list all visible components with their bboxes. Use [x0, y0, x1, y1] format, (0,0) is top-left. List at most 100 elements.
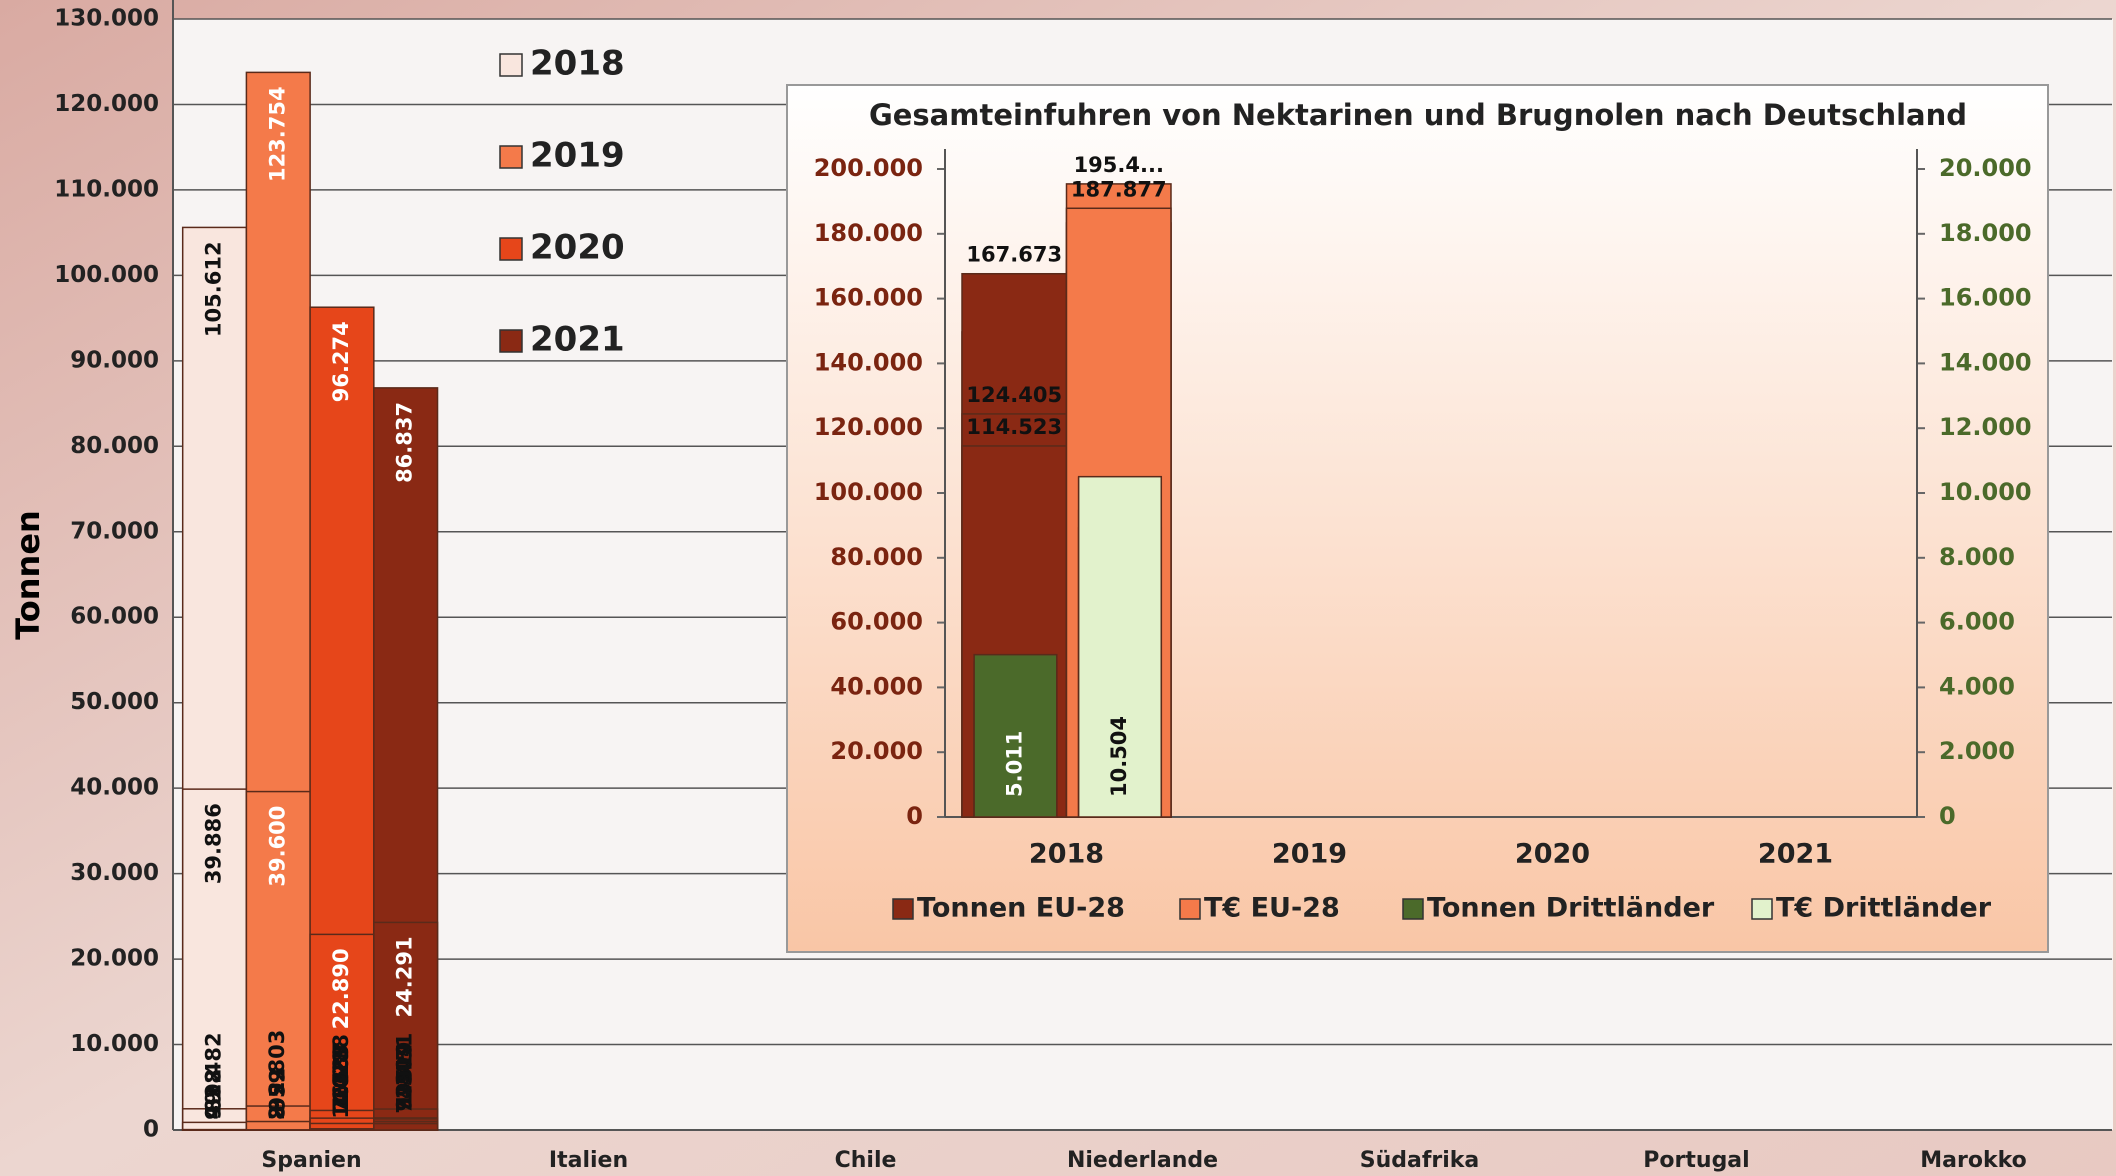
y-tick-label: 0	[143, 1117, 159, 1143]
inset-chart: 0 20.000 40.000 60.000 80.000 100.000 120.000 1…	[814, 149, 2032, 924]
legend-label: 2019	[530, 136, 625, 176]
x-tick-label: Spanien	[261, 1148, 361, 1173]
data-label: 2.803	[265, 1030, 289, 1096]
data-label: 96.274	[329, 321, 353, 402]
y-tick-label: 120.000	[54, 91, 159, 117]
data-label: 2	[265, 1105, 289, 1120]
data-label: 124.405	[966, 383, 1062, 407]
x-tick-label: 2020	[1515, 839, 1590, 870]
legend-label: Tonnen EU-28	[917, 893, 1125, 924]
legend-label: Tonnen Drittländer	[1427, 893, 1715, 924]
y-tick-label: 70.000	[70, 518, 159, 544]
data-label: 749	[393, 1070, 417, 1114]
data-label: 49	[202, 1090, 226, 1119]
y2-tick-label: 20.000	[1939, 154, 2032, 182]
y2-tick-label: 0	[1939, 802, 1956, 830]
y-tick-label: 140.000	[814, 348, 923, 376]
x-tick-label: Italien	[549, 1148, 628, 1173]
y-tick-label: 120.000	[814, 413, 923, 441]
legend-swatch	[499, 329, 523, 353]
data-label: 992	[265, 1068, 289, 1112]
data-label: 167.673	[966, 243, 1062, 267]
legend-label: 2020	[530, 228, 625, 268]
y-tick-label: 20.000	[70, 946, 159, 972]
bar	[373, 1122, 439, 1131]
y-tick-label: 90.000	[70, 347, 159, 373]
y-tick-label: 110.000	[54, 176, 159, 202]
legend-label: 2021	[530, 320, 625, 360]
x-tick-label: 2019	[1272, 839, 1347, 870]
data-label: 39.600	[265, 806, 289, 887]
data-label: 123.754	[265, 86, 289, 182]
bar	[309, 1128, 375, 1131]
y2-tick-label: 18.000	[1939, 219, 2032, 247]
data-label: 859	[265, 1069, 289, 1113]
data-label: 39.886	[202, 803, 226, 884]
y2-tick-label: 12.000	[1939, 413, 2032, 441]
data-label: 995	[393, 1068, 417, 1112]
y-tick-label: 10.000	[70, 1031, 159, 1057]
legend-swatch	[892, 898, 914, 920]
data-label: 2.288	[329, 1034, 353, 1100]
y-tick-label: 60.000	[70, 604, 159, 630]
data-label: 144	[329, 1075, 353, 1119]
inset-title: Gesamteinfuhren von Nektarinen und Brugn…	[869, 98, 1967, 132]
data-label: 1.419	[393, 1041, 417, 1107]
y-tick-label: 100.000	[814, 478, 923, 506]
x-tick-label: 2018	[1029, 839, 1104, 870]
y-tick-label: 80.000	[70, 433, 159, 459]
legend-swatch	[499, 237, 523, 261]
data-label: 1.028	[329, 1045, 353, 1111]
y2-tick-label: 10.000	[1939, 478, 2032, 506]
data-label: 766	[329, 1070, 353, 1114]
x-tick-label: 2021	[1758, 839, 1833, 870]
y-axis-label: Tonnen	[9, 510, 47, 640]
legend-label: T€ EU-28	[1204, 893, 1340, 924]
data-label: 24.291	[393, 936, 417, 1017]
x-tick-label: Marokko	[1920, 1148, 2027, 1173]
y-tick-label: 130.000	[54, 6, 159, 32]
legend-label: 2018	[530, 44, 625, 84]
data-label: 1.304	[393, 1042, 417, 1108]
y2-tick-label: 14.000	[1939, 348, 2032, 376]
y-tick-label: 40.000	[70, 775, 159, 801]
legend-label: T€ Drittländer	[1776, 893, 1992, 924]
bar	[1077, 475, 1163, 818]
data-label: 892	[202, 1069, 226, 1113]
y-tick-label: 80.000	[830, 543, 923, 571]
data-label: 8	[265, 1105, 289, 1120]
data-label: 2.451	[393, 1033, 417, 1099]
data-label: 10.504	[1107, 716, 1131, 797]
x-tick-label: Portugal	[1643, 1148, 1749, 1173]
data-label: 818	[202, 1069, 226, 1113]
bar	[309, 933, 375, 1131]
bar	[181, 788, 248, 1131]
data-label: 1.387	[329, 1042, 353, 1108]
y2-tick-label: 6.000	[1939, 608, 2015, 636]
bar	[245, 1120, 311, 1131]
data-label: 86.837	[393, 402, 417, 483]
x-tick-label: Chile	[835, 1148, 897, 1173]
legend-swatch	[1402, 898, 1424, 920]
y-tick-label: 50.000	[70, 689, 159, 715]
bar	[973, 653, 1058, 818]
data-label: 5.011	[1002, 731, 1026, 797]
y-tick-label: 160.000	[814, 284, 923, 312]
y2-tick-label: 2.000	[1939, 737, 2015, 765]
legend-swatch	[1751, 898, 1773, 920]
data-label: 187.877	[1071, 177, 1167, 201]
y-tick-label: 60.000	[830, 608, 923, 636]
y-tick-label: 0	[906, 802, 923, 830]
x-tick-label: Niederlande	[1067, 1148, 1218, 1173]
data-label: 9	[202, 1105, 226, 1120]
legend-swatch	[499, 53, 523, 77]
y-tick-label: 100.000	[54, 262, 159, 288]
y-tick-label: 200.000	[814, 154, 923, 182]
y2-tick-label: 8.000	[1939, 543, 2015, 571]
data-label: 2.482	[202, 1032, 226, 1098]
y2-tick-label: 16.000	[1939, 284, 2032, 312]
data-label: 114.523	[966, 415, 1062, 439]
data-label: 105.612	[202, 241, 226, 337]
y2-tick-label: 4.000	[1939, 672, 2015, 700]
